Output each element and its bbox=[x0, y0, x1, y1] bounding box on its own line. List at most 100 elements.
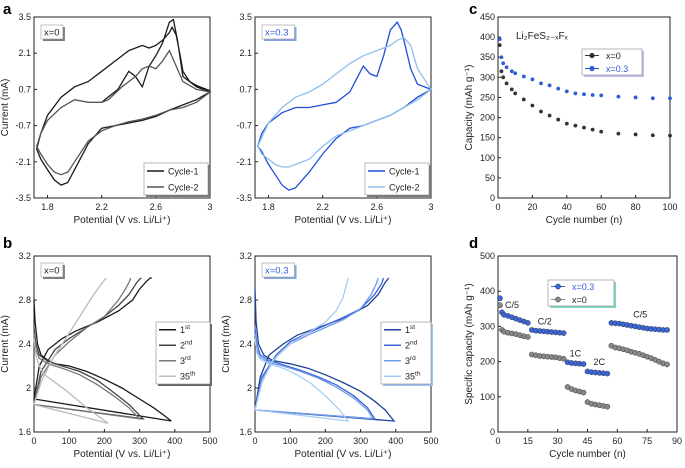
data-point bbox=[547, 83, 552, 88]
series-line bbox=[35, 49, 212, 176]
x-tick-label: 300 bbox=[353, 436, 368, 446]
x-tick-label: 45 bbox=[582, 436, 592, 446]
series-line bbox=[36, 18, 212, 186]
legend-swatch bbox=[589, 65, 595, 72]
data-point bbox=[573, 123, 578, 128]
y-tick-label: 2 bbox=[247, 383, 252, 393]
y-axis-label: Current (mA) bbox=[0, 315, 11, 373]
data-point bbox=[556, 117, 561, 122]
y-tick-label: -0.7 bbox=[15, 121, 31, 131]
data-point bbox=[560, 355, 567, 362]
y-tick-label: 500 bbox=[480, 251, 495, 261]
tag-box bbox=[40, 24, 64, 40]
legend-box bbox=[380, 321, 432, 385]
x-tick-label: 20 bbox=[527, 202, 537, 212]
data-point bbox=[668, 96, 672, 101]
tag-label: x=0.3 bbox=[265, 28, 289, 39]
legend-label: x=0 bbox=[606, 51, 621, 61]
y-tick-label: 200 bbox=[480, 357, 495, 367]
data-point bbox=[530, 77, 535, 82]
y-tick-label: 3.2 bbox=[239, 251, 252, 261]
y-axis-label: Current (mA) bbox=[221, 315, 232, 373]
data-point bbox=[664, 361, 670, 368]
y-tick-label: 2.4 bbox=[239, 339, 252, 349]
tag-box bbox=[40, 262, 64, 278]
data-point bbox=[501, 61, 506, 66]
data-point bbox=[664, 327, 670, 333]
y-tick-label: 0 bbox=[490, 427, 495, 437]
data-point bbox=[509, 87, 514, 92]
panel-label-d: d bbox=[469, 235, 478, 252]
legend-label: 3rd bbox=[405, 355, 416, 366]
x-tick-label: 90 bbox=[672, 436, 682, 446]
legend-label: Cycle-2 bbox=[389, 182, 420, 192]
data-point bbox=[599, 129, 604, 134]
data-point bbox=[521, 74, 526, 79]
rate-label: 2C bbox=[593, 357, 605, 367]
data-point bbox=[513, 91, 518, 96]
x-tick-label: 0 bbox=[31, 436, 36, 446]
y-tick-label: 300 bbox=[480, 72, 495, 82]
data-point bbox=[539, 81, 543, 86]
chart-cycling: 0 20 40 60 80 100 0 50 100 150 200 250 300 350 400 450 C… bbox=[464, 12, 678, 226]
y-tick-label: 2.8 bbox=[239, 295, 252, 305]
rate-label: C/5 bbox=[505, 300, 519, 310]
data-point bbox=[616, 94, 621, 99]
x-tick-label: 500 bbox=[423, 436, 438, 446]
x-tick-label: 60 bbox=[596, 202, 606, 212]
x-tick-label: 100 bbox=[283, 436, 298, 446]
y-tick-label: 450 bbox=[480, 12, 495, 22]
series-line bbox=[254, 277, 350, 422]
y-tick-label: 2.8 bbox=[18, 295, 31, 305]
x-tick-label: 2.6 bbox=[371, 202, 384, 212]
y-axis-label: Current (mA) bbox=[0, 79, 11, 137]
data-point bbox=[497, 43, 502, 48]
data-point bbox=[497, 302, 503, 309]
x-tick-label: 1.8 bbox=[262, 202, 275, 212]
y-tick-label: 2.1 bbox=[18, 48, 31, 58]
legend-label: 2nd bbox=[405, 340, 418, 351]
x-tick-label: 200 bbox=[318, 436, 333, 446]
x-axis-label: Potential (V vs. Li/Li⁺) bbox=[74, 215, 171, 226]
x-tick-label: 80 bbox=[631, 202, 641, 212]
data-point bbox=[513, 71, 518, 76]
series-points bbox=[497, 295, 670, 377]
legend-label: Cycle-1 bbox=[389, 166, 420, 176]
y-tick-label: 400 bbox=[480, 286, 495, 296]
data-point bbox=[582, 125, 586, 130]
x-axis-label: Potential (V vs. Li/Li⁺) bbox=[74, 449, 171, 460]
x-tick-label: 30 bbox=[553, 436, 563, 446]
data-point bbox=[564, 89, 569, 94]
chart-charge-x03: 0 100 200 300 400 500 1.6 2 2.4 2.8 3.2 Potential (… bbox=[221, 251, 439, 460]
x-axis-label: Cycle number (n) bbox=[546, 215, 623, 226]
x-tick-label: 100 bbox=[62, 436, 77, 446]
y-tick-label: 200 bbox=[480, 113, 495, 123]
legend-label: x=0 bbox=[572, 295, 587, 305]
data-point bbox=[590, 127, 595, 132]
data-point bbox=[650, 133, 655, 138]
tag-box bbox=[261, 24, 295, 40]
chart-charge-x0: 0 100 200 300 400 500 1.6 2 2.4 2.8 3.2 Potential (… bbox=[0, 251, 218, 460]
data-point bbox=[504, 81, 509, 86]
data-point bbox=[604, 403, 611, 410]
series-line bbox=[254, 277, 396, 422]
y-tick-label: -2.1 bbox=[15, 157, 31, 167]
y-tick-label: 2.1 bbox=[239, 48, 252, 58]
y-tick-label: 0.7 bbox=[18, 84, 31, 94]
series-line bbox=[33, 277, 142, 420]
x-tick-label: 500 bbox=[202, 436, 217, 446]
data-point bbox=[616, 131, 621, 136]
legend-box bbox=[155, 321, 211, 385]
y-tick-label: -2.1 bbox=[236, 157, 252, 167]
y-tick-label: 300 bbox=[480, 321, 495, 331]
series-line bbox=[33, 277, 172, 422]
x-tick-label: 0 bbox=[495, 202, 500, 212]
x-tick-label: 75 bbox=[642, 436, 652, 446]
rate-label: 1C bbox=[570, 348, 582, 358]
data-point bbox=[564, 121, 569, 126]
panel-label-c: c bbox=[469, 1, 477, 18]
x-tick-label: 60 bbox=[612, 436, 622, 446]
data-point bbox=[499, 69, 504, 74]
y-tick-label: 1.6 bbox=[239, 427, 252, 437]
